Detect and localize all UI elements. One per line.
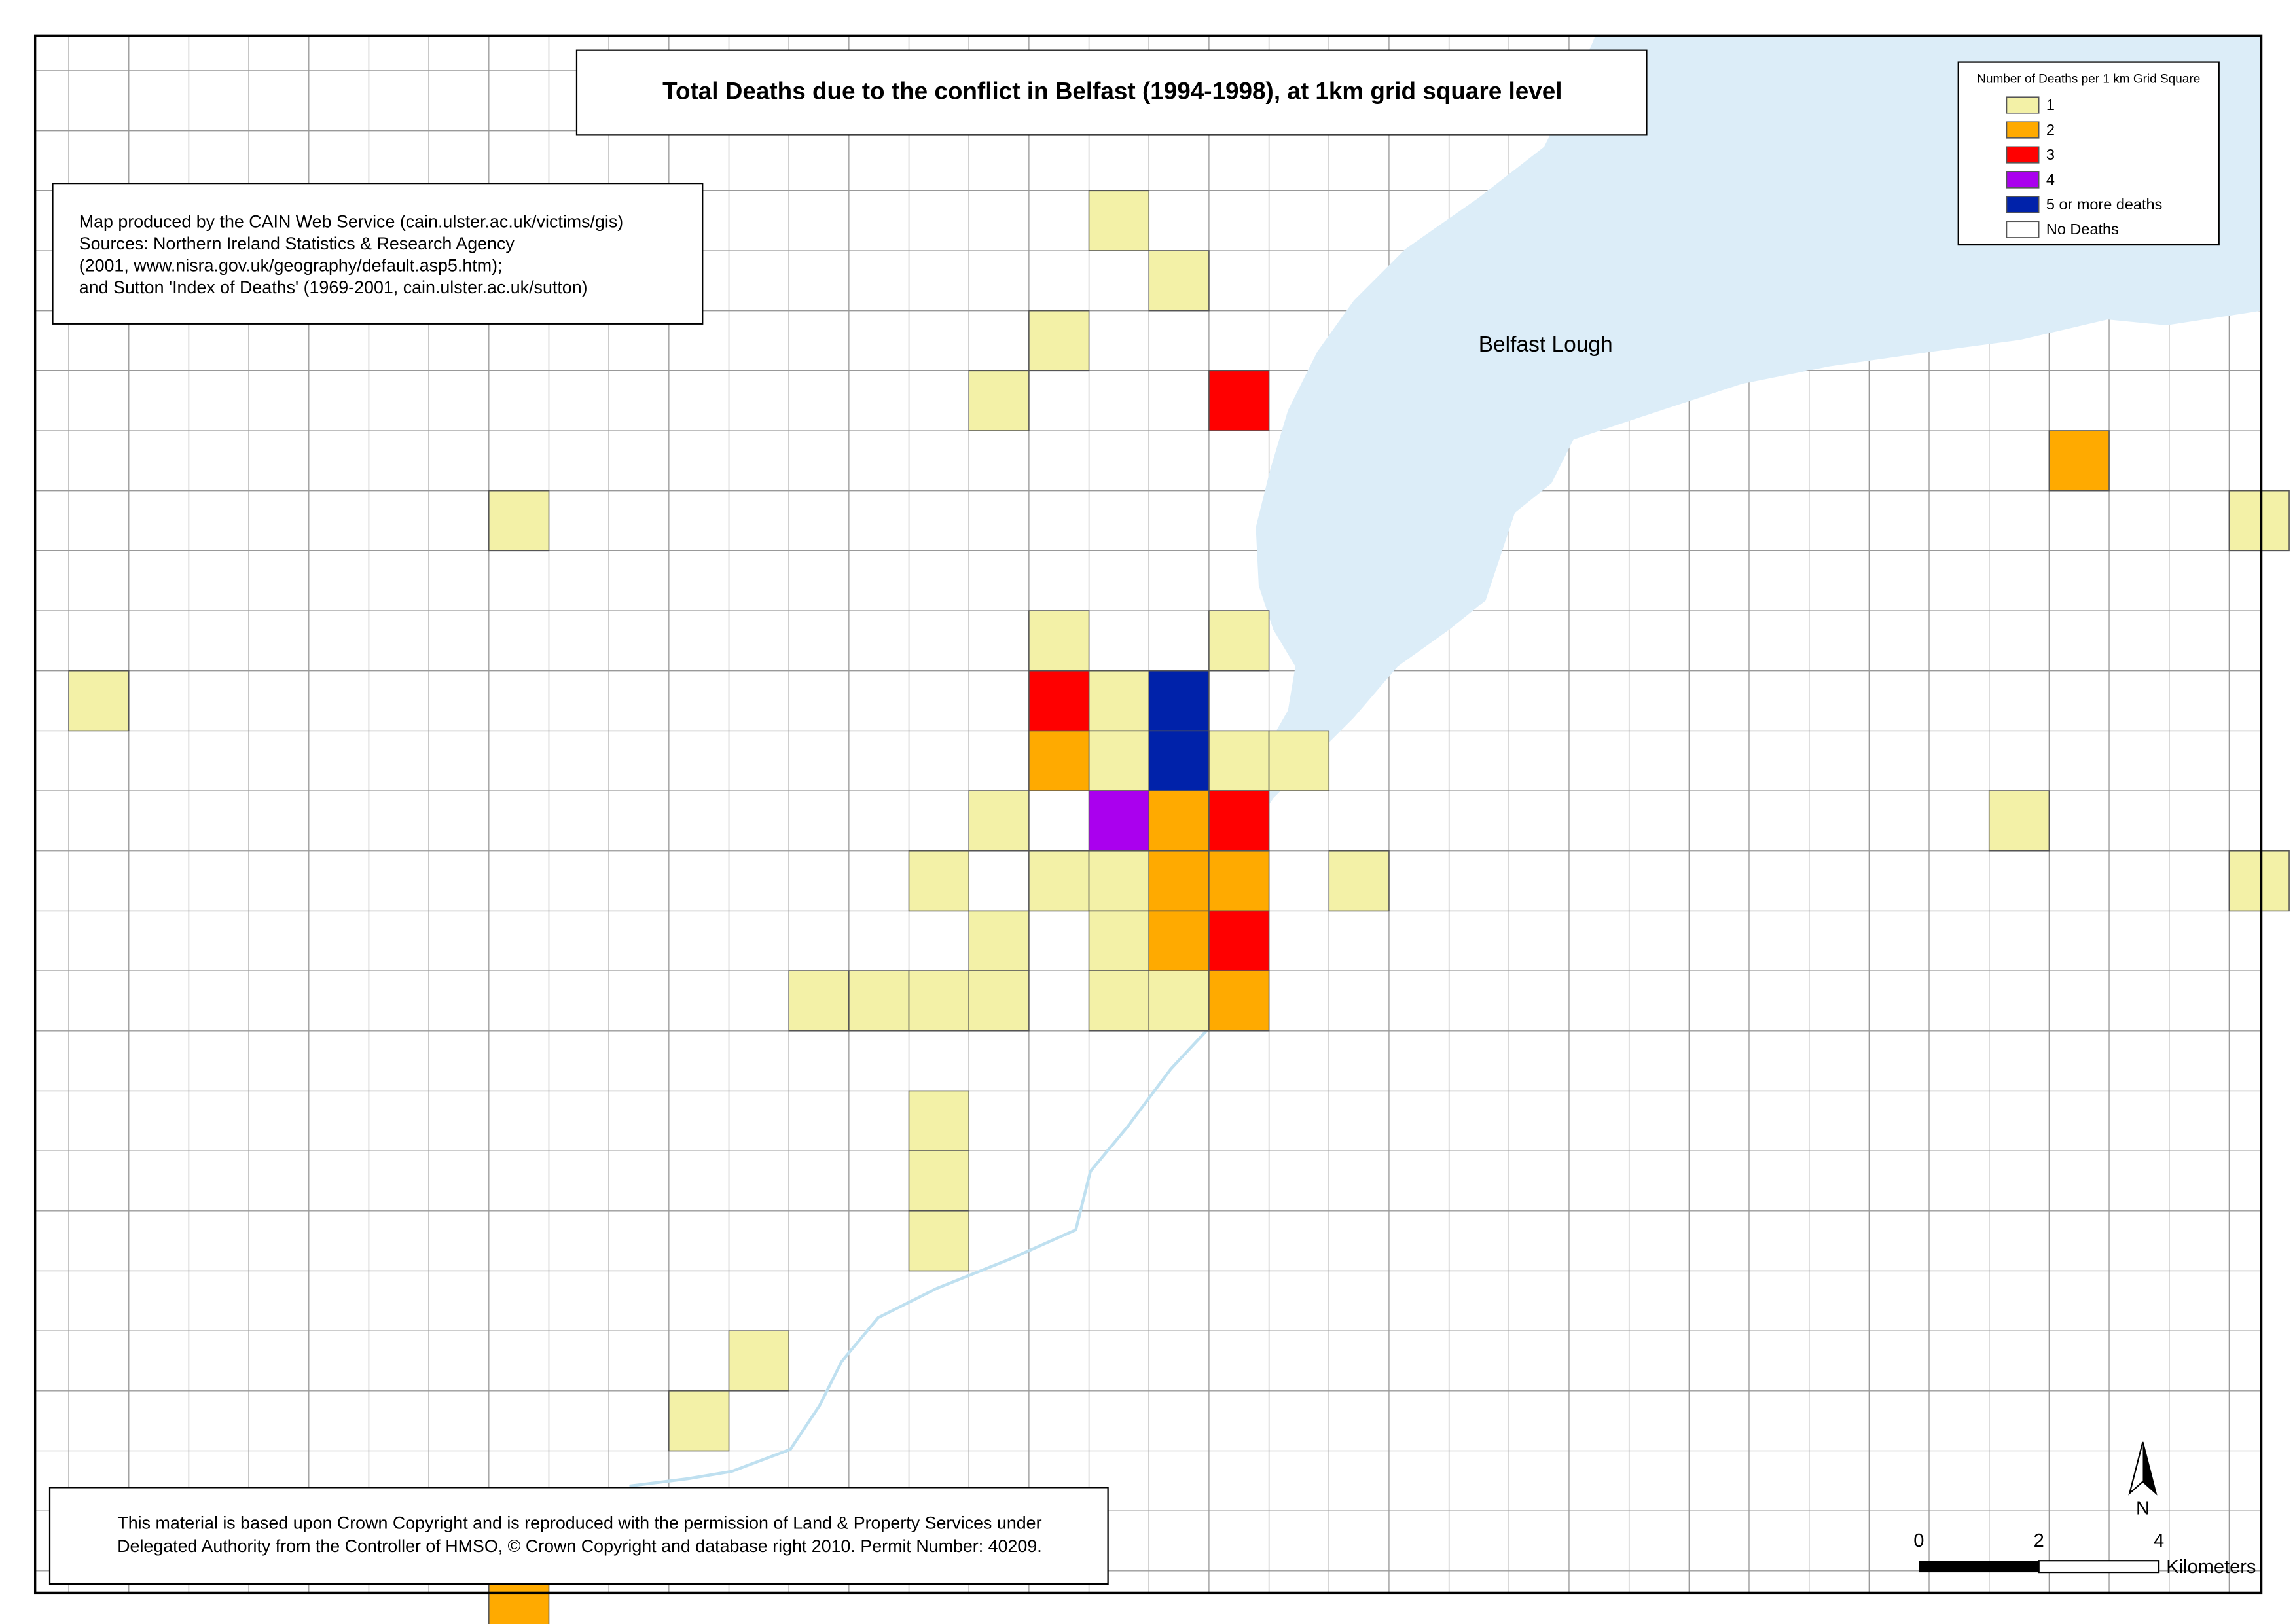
- grid-cell: [908, 1150, 969, 1212]
- grid-cell: [1328, 850, 1390, 912]
- grid-cell: [68, 670, 130, 732]
- grid-cell: [908, 1090, 969, 1151]
- legend-label: 4: [2046, 171, 2055, 188]
- grid-cells: [68, 190, 2290, 1624]
- grid-cell: [1088, 850, 1150, 912]
- scale-bar: 0 2 4: [1913, 1530, 2164, 1551]
- grid-cell: [1148, 250, 1210, 312]
- grid-cell: [968, 790, 1030, 852]
- legend-swatch: [2006, 196, 2040, 213]
- grid-cell: [1208, 910, 1270, 971]
- grid-cell: [1088, 730, 1150, 791]
- grid-cell: [908, 850, 969, 912]
- grid-cell: [1208, 970, 1270, 1032]
- legend-swatch: [2006, 146, 2040, 164]
- grid-cell: [968, 910, 1030, 971]
- grid-cell: [908, 1210, 969, 1272]
- source-note: Map produced by the CAIN Web Service (ca…: [79, 212, 624, 298]
- scale-unit: Kilometers: [2166, 1557, 2256, 1578]
- grid-cell: [1088, 190, 1150, 251]
- grid-cell: [1088, 910, 1150, 971]
- legend-title: Number of Deaths per 1 km Grid Square: [1977, 72, 2200, 86]
- grid-cell: [1148, 670, 1210, 732]
- source-line: Sources: Northern Ireland Statistics & R…: [79, 234, 515, 253]
- legend-label: No Deaths: [2046, 221, 2119, 238]
- grid-cell: [1208, 730, 1270, 791]
- grid-cell: [1208, 610, 1270, 672]
- copyright-line: This material is based upon Crown Copyri…: [117, 1513, 1041, 1532]
- grid-cell: [1208, 370, 1270, 431]
- north-label: N: [2136, 1498, 2150, 1519]
- north-arrow-half: [2142, 1442, 2156, 1494]
- title-box: [575, 49, 1648, 136]
- grid-cell: [1148, 850, 1210, 912]
- grid-cell: [1028, 310, 1090, 372]
- legend-swatch: [2006, 121, 2040, 139]
- legend-swatch: [2006, 171, 2040, 189]
- legend-swatch: [2006, 221, 2040, 238]
- grid-cell: [668, 1390, 730, 1452]
- grid-cell: [1028, 610, 1090, 672]
- source-line: and Sutton 'Index of Deaths' (1969-2001,…: [79, 278, 588, 297]
- grid-cell: [728, 1330, 789, 1392]
- legend-label: 5 or more deaths: [2046, 196, 2162, 213]
- legend-box: [1957, 61, 2220, 246]
- grid-cell: [1088, 790, 1150, 852]
- grid-cell: [1088, 970, 1150, 1032]
- legend: 1 2 3 4 5 or more deaths No Deaths: [2006, 96, 2162, 238]
- grid-cell: [908, 970, 969, 1032]
- grid-cell: [1148, 790, 1210, 852]
- grid-cell: [2048, 430, 2110, 492]
- grid-cell: [1028, 670, 1090, 732]
- grid-cell: [488, 490, 550, 552]
- grid-cell: [1268, 730, 1330, 791]
- grid-cell: [968, 370, 1030, 431]
- map-frame: [33, 34, 2263, 1595]
- grid-cell: [1148, 970, 1210, 1032]
- grid-cell: [2228, 850, 2290, 912]
- grid-cell: [1028, 730, 1090, 791]
- copyright-box: [48, 1487, 1109, 1585]
- copyright-note: This material is based upon Crown Copyri…: [117, 1513, 1042, 1556]
- grid-cell: [1208, 850, 1270, 912]
- source-line: Map produced by the CAIN Web Service (ca…: [79, 212, 624, 232]
- grid-cell: [1988, 790, 2050, 852]
- grid-cell: [1088, 670, 1150, 732]
- grid-cell: [1208, 790, 1270, 852]
- scale-bar-black: [1919, 1561, 2039, 1573]
- scale-label: 4: [2154, 1530, 2164, 1551]
- grid-cell: [788, 970, 850, 1032]
- grid-cell: [1148, 910, 1210, 971]
- legend-label: 2: [2046, 121, 2055, 138]
- legend-swatch: [2006, 96, 2040, 114]
- legend-label: 1: [2046, 96, 2055, 113]
- grid-cell: [968, 970, 1030, 1032]
- scale-label: 2: [2034, 1530, 2044, 1551]
- grid-cell: [2228, 490, 2290, 552]
- grid-cell: [848, 970, 910, 1032]
- copyright-line: Delegated Authority from the Controller …: [117, 1536, 1042, 1556]
- place-label: Belfast Lough: [1479, 333, 1613, 357]
- grid-cell: [1028, 850, 1090, 912]
- source-box: [52, 183, 704, 325]
- scale-label: 0: [1913, 1530, 1924, 1551]
- grid-cell: [1148, 730, 1210, 791]
- map-title: Total Deaths due to the conflict in Belf…: [662, 77, 1562, 104]
- source-line: (2001, www.nisra.gov.uk/geography/defaul…: [79, 256, 503, 276]
- scale-bar-white: [2038, 1560, 2160, 1574]
- legend-label: 3: [2046, 146, 2055, 163]
